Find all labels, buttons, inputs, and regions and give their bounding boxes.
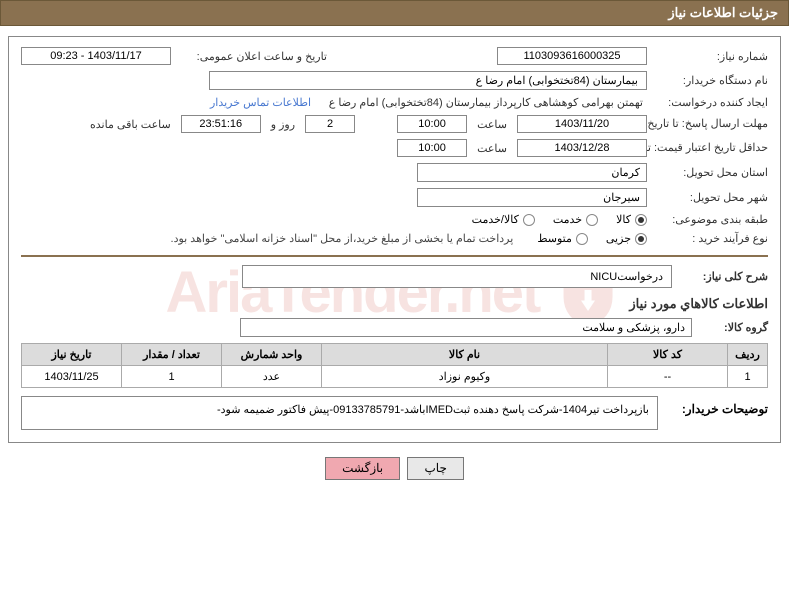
row-purchase-type: نوع فرآیند خرید : جزیی متوسط پرداخت تمام… bbox=[21, 232, 768, 245]
value-validity-date: 1403/12/28 bbox=[517, 139, 647, 157]
label-buyer-desc: توضیحات خریدار: bbox=[668, 396, 768, 416]
value-buyer-desc: بازپرداخت تیر1404-شرکت پاسخ دهنده ثبتIME… bbox=[21, 396, 658, 430]
goods-table: ردیف کد کالا نام کالا واحد شمارش تعداد /… bbox=[21, 343, 768, 388]
radio-dot-icon bbox=[576, 233, 588, 245]
label-validity-time: ساعت bbox=[473, 142, 511, 155]
radio-purchase-0[interactable]: جزیی bbox=[606, 232, 647, 245]
row-goods-group: گروه کالا: دارو، پزشکی و سلامت bbox=[21, 318, 768, 337]
label-need-number: شماره نیاز: bbox=[653, 50, 768, 63]
td-4: 1 bbox=[122, 366, 222, 388]
value-requester: تهمتن بهرامی کوهشاهی کارپرداز بیمارستان … bbox=[317, 96, 647, 109]
value-city: سیرجان bbox=[417, 188, 647, 207]
row-buyer-desc: توضیحات خریدار: بازپرداخت تیر1404-شرکت پ… bbox=[21, 396, 768, 430]
goods-info-title: اطلاعات کالاهاي مورد نياز bbox=[21, 296, 768, 312]
td-5: 1403/11/25 bbox=[22, 366, 122, 388]
td-0: 1 bbox=[728, 366, 768, 388]
radio-group-category: کالا خدمت کالا/خدمت bbox=[472, 213, 647, 226]
radio-category-1[interactable]: خدمت bbox=[553, 213, 598, 226]
value-need-number: 1103093616000325 bbox=[497, 47, 647, 65]
row-general-desc: شرح کلی نیاز: درخواستNICU bbox=[21, 265, 768, 288]
row-city: شهر محل تحویل: سیرجان bbox=[21, 188, 768, 207]
label-validity: حداقل تاریخ اعتبار قیمت: تا تاریخ: bbox=[653, 141, 768, 155]
label-goods-group: گروه کالا: bbox=[698, 321, 768, 334]
value-buyer-org: بیمارستان (84تختخوابی) امام رضا ع bbox=[209, 71, 647, 90]
th-5: تاریخ نیاز bbox=[22, 344, 122, 366]
row-category: طبقه بندی موضوعی: کالا خدمت کالا/خدمت bbox=[21, 213, 768, 226]
radio-dot-icon bbox=[635, 214, 647, 226]
th-3: واحد شمارش bbox=[222, 344, 322, 366]
radio-category-2[interactable]: کالا/خدمت bbox=[472, 213, 535, 226]
radio-dot-icon bbox=[586, 214, 598, 226]
radio-dot-icon bbox=[523, 214, 535, 226]
value-deadline-time: 10:00 bbox=[397, 115, 467, 133]
radio-dot-icon bbox=[635, 233, 647, 245]
label-purchase-type: نوع فرآیند خرید : bbox=[653, 232, 768, 245]
label-remaining: ساعت باقی مانده bbox=[86, 118, 175, 131]
td-3: عدد bbox=[222, 366, 322, 388]
th-1: کد کالا bbox=[608, 344, 728, 366]
main-panel: شماره نیاز: 1103093616000325 تاریخ و ساع… bbox=[8, 36, 781, 443]
value-goods-group: دارو، پزشکی و سلامت bbox=[240, 318, 692, 337]
radio-category-0[interactable]: کالا bbox=[616, 213, 647, 226]
radio-group-purchase: جزیی متوسط bbox=[537, 232, 647, 245]
button-row: چاپ بازگشت bbox=[0, 457, 789, 480]
table-header-row: ردیف کد کالا نام کالا واحد شمارش تعداد /… bbox=[22, 344, 768, 366]
purchase-note: پرداخت تمام یا بخشی از مبلغ خرید،از محل … bbox=[171, 232, 514, 245]
row-validity: حداقل تاریخ اعتبار قیمت: تا تاریخ: 1403/… bbox=[21, 139, 768, 157]
divider-1 bbox=[21, 255, 768, 257]
label-requester: ایجاد کننده درخواست: bbox=[653, 96, 768, 109]
value-deadline-date: 1403/11/20 bbox=[517, 115, 647, 133]
print-button[interactable]: چاپ bbox=[407, 457, 463, 480]
label-category: طبقه بندی موضوعی: bbox=[653, 213, 768, 226]
row-deadline: مهلت ارسال پاسخ: تا تاریخ: 1403/11/20 سا… bbox=[21, 115, 768, 133]
table-row: 1 -- وكيوم نوزاد عدد 1 1403/11/25 bbox=[22, 366, 768, 388]
link-buyer-contact[interactable]: اطلاعات تماس خریدار bbox=[210, 96, 311, 109]
radio-purchase-1[interactable]: متوسط bbox=[537, 232, 588, 245]
row-province: استان محل تحویل: کرمان bbox=[21, 163, 768, 182]
value-announce: 1403/11/17 - 09:23 bbox=[21, 47, 171, 65]
label-days: روز و bbox=[267, 118, 299, 131]
th-4: تعداد / مقدار bbox=[122, 344, 222, 366]
panel-title: جزئیات اطلاعات نیاز bbox=[668, 5, 778, 20]
panel-header: جزئیات اطلاعات نیاز bbox=[0, 0, 789, 26]
row-requester: ایجاد کننده درخواست: تهمتن بهرامی کوهشاه… bbox=[21, 96, 768, 109]
label-deadline: مهلت ارسال پاسخ: تا تاریخ: bbox=[653, 117, 768, 131]
back-button[interactable]: بازگشت bbox=[325, 457, 400, 480]
td-1: -- bbox=[608, 366, 728, 388]
label-province: استان محل تحویل: bbox=[653, 166, 768, 179]
label-deadline-time: ساعت bbox=[473, 118, 511, 131]
label-city: شهر محل تحویل: bbox=[653, 191, 768, 204]
value-province: کرمان bbox=[417, 163, 647, 182]
td-2: وكيوم نوزاد bbox=[322, 366, 608, 388]
label-announce: تاریخ و ساعت اعلان عمومی: bbox=[177, 50, 327, 63]
label-buyer-org: نام دستگاه خریدار: bbox=[653, 74, 768, 87]
th-0: ردیف bbox=[728, 344, 768, 366]
label-general-desc: شرح کلی نیاز: bbox=[678, 270, 768, 283]
row-buyer-org: نام دستگاه خریدار: بیمارستان (84تختخوابی… bbox=[21, 71, 768, 90]
th-2: نام کالا bbox=[322, 344, 608, 366]
row-need-number: شماره نیاز: 1103093616000325 تاریخ و ساع… bbox=[21, 47, 768, 65]
value-countdown: 23:51:16 bbox=[181, 115, 261, 133]
value-validity-time: 10:00 bbox=[397, 139, 467, 157]
value-days: 2 bbox=[305, 115, 355, 133]
value-general-desc: درخواستNICU bbox=[242, 265, 672, 288]
